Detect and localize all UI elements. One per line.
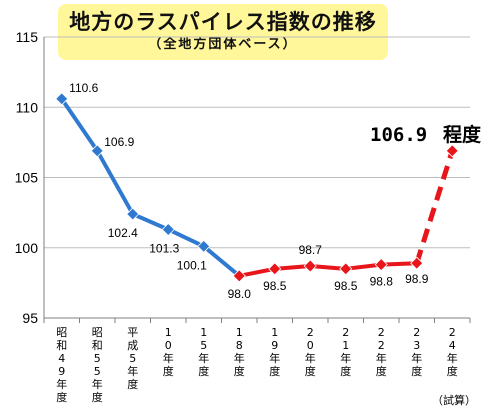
data-label: 98.7 <box>299 243 323 257</box>
x-tick-label: 昭和 4 9 年度 <box>56 326 67 404</box>
data-markers <box>55 92 459 283</box>
data-point-marker <box>197 239 211 253</box>
data-point-marker <box>339 262 353 276</box>
x-tick-label: 1 0 年度 <box>163 326 174 378</box>
estimate-value-label: 106.9 <box>370 124 427 146</box>
x-tick-label: 1 5 年度 <box>198 326 209 378</box>
x-tick-label: 2 1 年度 <box>340 326 351 378</box>
data-labels: 110.6 106.9 102.4 101.3 100.1 98.0 98.5 98.7 98.… <box>69 81 429 301</box>
y-tick-label: 100 <box>15 240 39 256</box>
data-label: 98.5 <box>263 279 287 293</box>
data-label: 98.0 <box>228 287 252 301</box>
axes <box>43 37 471 323</box>
gridlines <box>44 36 470 249</box>
data-label: 98.8 <box>370 275 394 289</box>
x-tick-label: 1 8 年度 <box>234 326 245 378</box>
y-tick-labels: 95 100 105 110 115 <box>15 29 39 326</box>
x-tick-labels: 昭和 4 9 年度 昭和 5 5 年度 平成 5 年度 1 0 年度 1 5 年度 1 8 年度 1 9 年度 2 0 年度 2 1 年… <box>56 326 458 404</box>
y-tick-label: 95 <box>22 310 38 326</box>
data-label: 98.5 <box>334 279 358 293</box>
data-point-marker <box>90 144 104 158</box>
y-tick-label: 115 <box>16 29 39 45</box>
data-label: 102.4 <box>108 226 138 240</box>
chart-subtitle: （全地方団体ベース） <box>148 37 298 52</box>
x-tick-label: 2 2 年度 <box>376 326 387 378</box>
y-tick-label: 110 <box>16 99 39 115</box>
data-label: 100.1 <box>177 258 207 272</box>
data-label: 110.6 <box>69 81 98 95</box>
x-tick-label: 2 0 年度 <box>305 326 316 378</box>
data-point-marker <box>268 262 282 276</box>
x-tick-label: 平成 5 年度 <box>127 326 138 391</box>
estimate-note: （試算） <box>432 394 476 407</box>
data-label: 98.9 <box>405 272 429 286</box>
y-tick-label: 105 <box>15 170 39 186</box>
data-point-marker <box>161 222 175 237</box>
estimate-suffix-label: 程度 <box>443 123 482 146</box>
chart-title: 地方のラスパイレス指数の推移 <box>69 10 377 34</box>
data-label: 101.3 <box>149 241 179 255</box>
chart-title-box: 地方のラスパイレス指数の推移 （全地方団体ベース） <box>58 4 388 60</box>
x-tick-label: 2 4 年度 <box>447 326 458 378</box>
x-tick-label: 2 3 年度 <box>411 326 422 378</box>
data-point-marker <box>232 269 246 283</box>
data-point-marker <box>126 207 140 221</box>
series-line-history <box>60 97 241 278</box>
x-tick-label: 昭和 5 5 年度 <box>92 326 103 404</box>
data-point-marker <box>303 259 317 273</box>
series-line-estimate <box>414 150 455 264</box>
data-point-marker <box>410 256 424 270</box>
estimate-annotation: 106.9 程度 <box>370 123 482 146</box>
data-point-marker <box>374 258 388 272</box>
x-tick-label: 1 9 年度 <box>269 326 280 378</box>
data-point-marker <box>55 92 69 106</box>
data-point-marker <box>445 144 459 158</box>
data-label: 106.9 <box>104 135 134 149</box>
